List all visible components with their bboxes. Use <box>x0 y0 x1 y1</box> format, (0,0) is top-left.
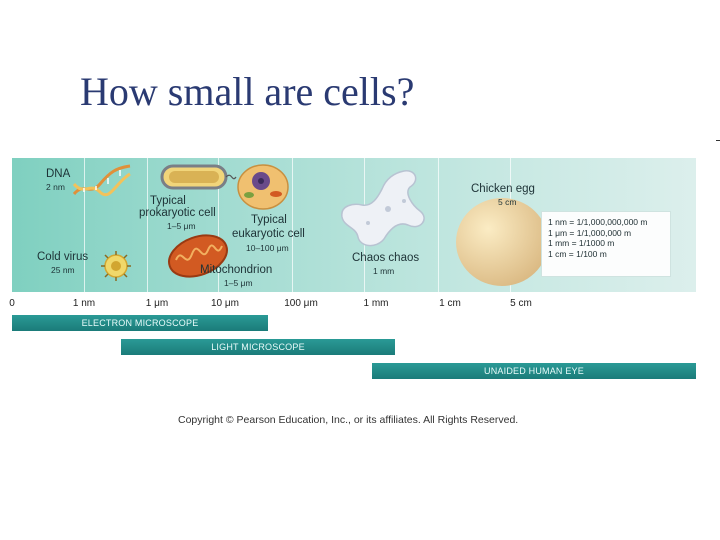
eukaryotic-cell-illustration <box>237 164 289 210</box>
dna-helix-illustration <box>72 164 131 197</box>
prokaryotic-cell-size: 1–5 μm <box>167 221 196 231</box>
mitochondrion-label: Mitochondrion <box>200 264 273 276</box>
chaos-amoeba-illustration <box>341 170 425 247</box>
conversion-nm: 1 nm = 1/1,000,000,000 m <box>548 217 648 227</box>
scale-tick-label: 1 cm <box>439 298 461 309</box>
human-eye-bar: UNAIDED HUMAN EYE <box>372 363 696 379</box>
dna-size: 2 nm <box>46 182 65 192</box>
electron-microscope-bar: ELECTRON MICROSCOPE <box>12 315 268 331</box>
scale-tick-label: 0 <box>9 298 15 309</box>
mitochondrion-size: 1–5 μm <box>224 278 253 288</box>
scale-tick-label: 1 nm <box>72 298 96 309</box>
page-title: How small are cells? <box>80 69 415 114</box>
scale-divider <box>84 158 85 292</box>
prokaryotic-cell-label-1: Typical <box>150 195 186 207</box>
conversion-mm: 1 mm = 1/1000 m <box>548 238 615 248</box>
chicken-egg-illustration <box>456 198 548 286</box>
scale-tick-label: 1 mm <box>363 298 389 309</box>
prokaryotic-cell-label-2: prokaryotic cell <box>139 207 216 219</box>
eukaryotic-cell-size: 10–100 μm <box>246 243 289 253</box>
chicken-egg-size: 5 cm <box>498 197 517 207</box>
cold-virus-label: Cold virus <box>37 251 89 263</box>
dna-label: DNA <box>46 168 71 180</box>
scale-divider <box>147 158 148 292</box>
cold-virus-illustration <box>101 251 131 281</box>
scale-tick-label: 5 cm <box>510 298 532 309</box>
scale-tick-label: 100 μm <box>284 298 318 309</box>
conversion-cm: 1 cm = 1/100 m <box>548 248 607 259</box>
scale-divider <box>292 158 293 292</box>
light-microscope-bar: LIGHT MICROSCOPE <box>121 339 395 355</box>
scale-tick-label: 1 μm <box>145 298 169 309</box>
conversion-um: 1 μm = 1/1,000,000 m <box>548 227 632 238</box>
chicken-egg-label: Chicken egg <box>471 183 535 195</box>
scale-divider <box>218 158 219 292</box>
mitochondrion-illustration <box>168 234 228 278</box>
eukaryotic-cell-label-2: eukaryotic cell <box>232 228 305 240</box>
eukaryotic-cell-label-1: Typical <box>251 214 287 226</box>
edge-mark <box>716 140 720 141</box>
chaos-size: 1 mm <box>373 266 395 276</box>
unit-conversion-box: 1 nm = 1/1,000,000,000 m 1 μm = 1/1,000,… <box>541 211 671 277</box>
cold-virus-size: 25 nm <box>51 265 75 275</box>
scale-tick-label: 10 μm <box>211 298 239 309</box>
scale-divider <box>438 158 439 292</box>
prokaryotic-cell-illustration <box>160 164 237 190</box>
copyright-notice: Copyright © Pearson Education, Inc., or … <box>178 414 519 426</box>
chaos-label: Chaos chaos <box>352 252 420 264</box>
